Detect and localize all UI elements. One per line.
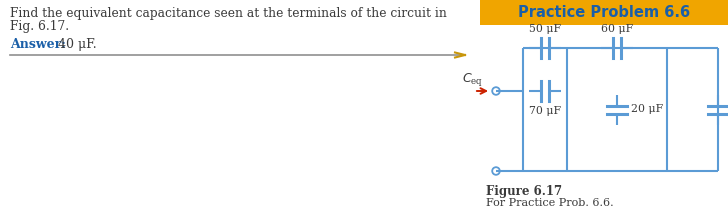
Bar <box>480 0 728 25</box>
Text: Figure 6.17: Figure 6.17 <box>486 185 562 198</box>
Text: Answer:: Answer: <box>10 38 66 51</box>
Text: Practice Problem 6.6: Practice Problem 6.6 <box>518 5 690 20</box>
Text: 70 μF: 70 μF <box>529 106 561 116</box>
Text: For Practice Prob. 6.6.: For Practice Prob. 6.6. <box>486 198 614 208</box>
Text: Fig. 6.17.: Fig. 6.17. <box>10 20 69 33</box>
Text: 60 μF: 60 μF <box>601 24 633 34</box>
Text: $C_{\mathregular{eq}}$: $C_{\mathregular{eq}}$ <box>462 70 483 88</box>
Text: Find the equivalent capacitance seen at the terminals of the circuit in: Find the equivalent capacitance seen at … <box>10 7 447 20</box>
Text: 50 μF: 50 μF <box>529 24 561 34</box>
Text: 40 μF.: 40 μF. <box>54 38 97 51</box>
Text: 20 μF: 20 μF <box>631 105 663 114</box>
